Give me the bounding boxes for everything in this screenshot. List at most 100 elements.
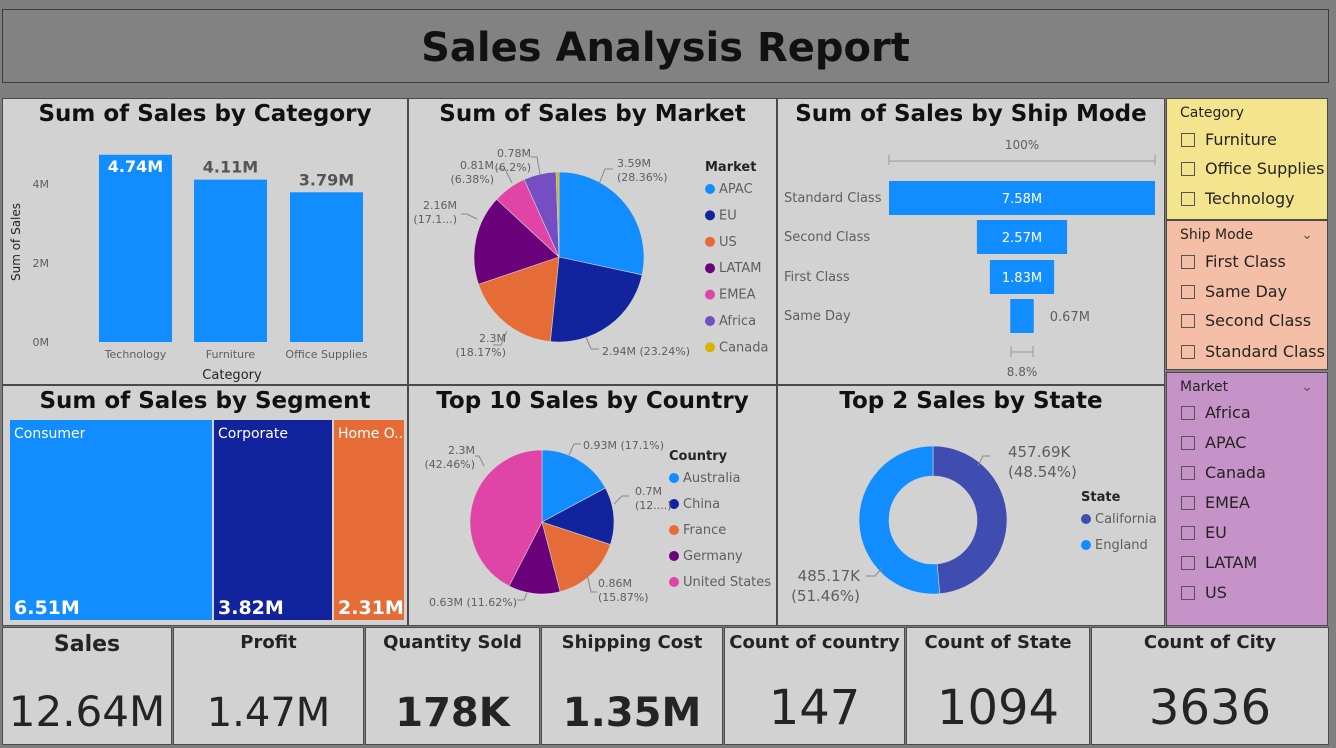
checkbox-icon[interactable]	[1181, 254, 1195, 269]
checkbox-icon[interactable]	[1181, 313, 1195, 328]
checkbox-icon[interactable]	[1181, 344, 1195, 359]
checkbox-icon[interactable]	[1181, 465, 1195, 480]
slice-apac[interactable]	[558, 171, 645, 276]
slicer-option-emea[interactable]: EMEA	[1181, 493, 1250, 512]
slicer-option-same-day[interactable]: Same Day	[1181, 282, 1287, 301]
slicer-option-technology[interactable]: Technology	[1181, 189, 1295, 208]
market-slicer-title: Market	[1180, 379, 1229, 395]
checkbox-icon[interactable]	[1181, 284, 1195, 299]
checkbox-icon[interactable]	[1181, 161, 1195, 176]
slicer-option-office-supplies[interactable]: Office Supplies	[1181, 159, 1324, 178]
slicer-option-latam[interactable]: LATAM	[1181, 553, 1257, 572]
slice-latam[interactable]	[473, 198, 560, 285]
ship-mode-slicer: Ship Mode ⌄ First Class Same Day Second …	[1166, 220, 1328, 370]
chevron-down-icon[interactable]: ⌄	[1301, 227, 1313, 243]
checkbox-icon[interactable]	[1181, 555, 1195, 570]
shipmode-chart-title: Sum of Sales by Ship Mode	[795, 101, 1147, 127]
bar-office-supplies[interactable]	[290, 192, 363, 342]
slice-france[interactable]	[541, 521, 611, 593]
legend-marker-africa	[705, 316, 715, 326]
data-label: (15.87%)	[598, 591, 649, 604]
slicer-option-eu[interactable]: EU	[1181, 523, 1227, 542]
slicer-option-furniture[interactable]: Furniture	[1181, 130, 1277, 149]
treemap-tile-home-office[interactable]: Home O... 2.31M	[334, 420, 404, 620]
card-label: Count of State	[924, 632, 1072, 653]
card-count-of-city: Count of City 3636	[1091, 627, 1329, 745]
card-count-of-state: Count of State 1094	[906, 627, 1090, 745]
leader-line	[568, 443, 581, 456]
slice-canada[interactable]	[555, 171, 560, 258]
slicer-option-label: EMEA	[1205, 493, 1250, 512]
bar-furniture[interactable]	[194, 179, 267, 342]
card-label: Sales	[53, 632, 121, 657]
funnel-bar-second-class[interactable]	[976, 220, 1068, 254]
slice-china[interactable]	[541, 487, 615, 545]
slicer-option-us[interactable]: US	[1181, 583, 1227, 602]
leader-line	[475, 455, 485, 467]
card-label: Quantity Sold	[383, 632, 522, 653]
x-tick-label: Office Supplies	[285, 348, 367, 361]
legend-marker-california	[1081, 514, 1091, 524]
treemap-label: Consumer	[14, 426, 86, 442]
checkbox-icon[interactable]	[1181, 405, 1195, 420]
slice-california[interactable]	[932, 445, 1008, 595]
legend-marker-eu	[705, 210, 715, 221]
data-label: 0.63M (11.62%)	[429, 596, 517, 609]
data-label: 0.81M	[460, 159, 494, 172]
slicer-option-apac[interactable]: APAC	[1181, 433, 1246, 452]
treemap-tile-consumer[interactable]: Consumer 6.51M	[10, 420, 212, 620]
slicer-option-africa[interactable]: Africa	[1181, 403, 1251, 422]
checkbox-icon[interactable]	[1181, 585, 1195, 600]
legend-item-france: France	[683, 523, 726, 538]
chevron-down-icon[interactable]: ⌄	[1301, 379, 1313, 395]
category-slicer-title: Category	[1180, 105, 1244, 121]
slicer-option-standard-class[interactable]: Standard Class	[1181, 342, 1325, 361]
slicer-option-second-class[interactable]: Second Class	[1181, 311, 1311, 330]
checkbox-icon[interactable]	[1181, 132, 1195, 147]
leader-line	[461, 213, 478, 220]
slice-eu[interactable]	[550, 256, 643, 343]
leader-line	[866, 567, 883, 577]
category-chart: 0M 2M 4M Sum of Sales 4.74M Technology 4.11M Fu…	[9, 154, 368, 383]
legend-marker-apac	[705, 184, 715, 194]
data-label: 3.79M	[299, 170, 354, 189]
funnel-bar-first-class[interactable]	[989, 260, 1055, 294]
treemap-tile-corporate[interactable]: Corporate 3.82M	[214, 420, 332, 620]
bar-technology[interactable]	[99, 154, 172, 342]
legend-item-emea: EMEA	[719, 288, 756, 303]
category-chart-panel: Sum of Sales by Category 0M 2M 4M Sum of Sa…	[2, 98, 408, 385]
ship-mode-slicer-title: Ship Mode	[1180, 227, 1254, 243]
data-label: 2.16M	[423, 199, 457, 212]
slice-australia[interactable]	[541, 449, 606, 523]
data-label: 4.11M	[203, 158, 258, 177]
legend-item-canada: Canada	[719, 340, 768, 355]
slicer-option-canada[interactable]: Canada	[1181, 463, 1266, 482]
checkbox-icon[interactable]	[1181, 191, 1195, 206]
funnel-bar-standard-class[interactable]	[889, 181, 1155, 215]
card-label: Count of City	[1143, 632, 1277, 653]
report-title: Sales Analysis Report	[2, 9, 1329, 83]
checkbox-icon[interactable]	[1181, 525, 1195, 540]
funnel-bar-same-day[interactable]	[1010, 299, 1034, 333]
card-sales: Sales 12.64M	[2, 627, 172, 745]
slice-england[interactable]	[858, 445, 941, 595]
slicer-option-label: Technology	[1205, 189, 1295, 208]
slicer-option-first-class[interactable]: First Class	[1181, 252, 1286, 271]
data-label: 0.7M	[635, 485, 662, 498]
data-label: (6.38%)	[450, 173, 494, 186]
slice-us[interactable]	[478, 256, 560, 342]
data-label: (6.2%)	[494, 161, 531, 174]
checkbox-icon[interactable]	[1181, 435, 1195, 450]
legend-title: State	[1081, 490, 1121, 505]
x-tick-label: Furniture	[206, 348, 256, 361]
card-label: Count of country	[729, 632, 900, 653]
slicer-option-label: Second Class	[1205, 311, 1312, 330]
legend-item-united-states: United States	[683, 575, 771, 590]
card-profit: Profit 1.47M	[173, 627, 364, 745]
checkbox-icon[interactable]	[1181, 495, 1195, 510]
slicer-option-label: Canada	[1205, 463, 1266, 482]
slice-united-states[interactable]	[469, 449, 543, 587]
legend-item-africa: Africa	[719, 314, 756, 329]
funnel-category-label: First Class	[784, 270, 850, 285]
funnel-category-label: Second Class	[784, 230, 870, 245]
